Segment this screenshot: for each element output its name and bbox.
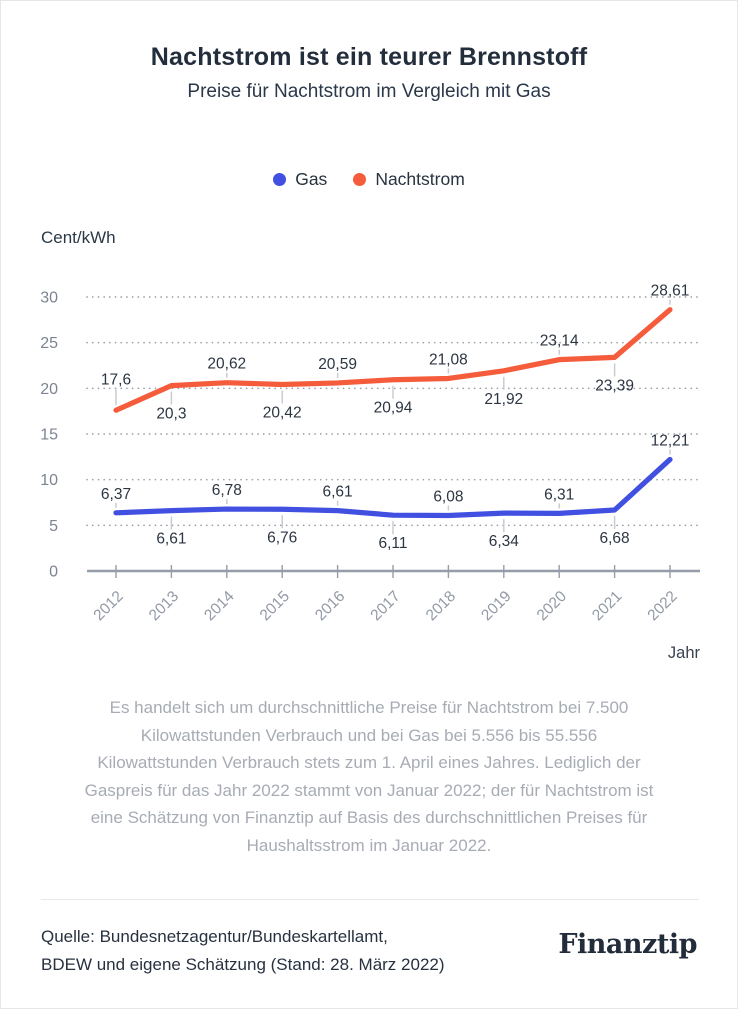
data-label: 6,68 bbox=[600, 530, 630, 547]
nachtstrom-legend-dot-icon bbox=[353, 173, 367, 186]
x-axis-label: 2012 bbox=[90, 588, 126, 624]
data-label: 6,76 bbox=[267, 529, 297, 546]
footnote-line: Gaspreis für das Jahr 2022 stammt von Ja… bbox=[84, 780, 654, 800]
data-label: 20,94 bbox=[374, 400, 413, 417]
x-axis-label: 2018 bbox=[423, 588, 459, 624]
finanztip-logo: Finanztip bbox=[558, 929, 697, 960]
data-label: 20,3 bbox=[156, 406, 186, 423]
y-axis-tick-label: 5 bbox=[49, 518, 58, 535]
footer-divider bbox=[41, 899, 699, 900]
gas-line bbox=[113, 456, 673, 519]
data-label: 21,92 bbox=[484, 391, 523, 408]
y-axis-tick-label: 25 bbox=[40, 335, 58, 352]
data-label: 6,08 bbox=[433, 488, 463, 505]
nachtstrom-line bbox=[113, 307, 673, 413]
data-label: 21,08 bbox=[429, 351, 468, 368]
legend-item-nachtstrom: Nachtstrom bbox=[353, 169, 465, 190]
x-axis-label: 2021 bbox=[589, 588, 625, 624]
y-axis-tick-label: 20 bbox=[40, 381, 58, 398]
data-label: 6,34 bbox=[489, 533, 520, 550]
data-label: 20,62 bbox=[207, 356, 246, 373]
footnote-line: Kilowattstunden Verbrauch und bei Gas be… bbox=[140, 725, 598, 745]
data-label: 23,39 bbox=[595, 377, 634, 394]
data-label: 20,42 bbox=[263, 404, 302, 421]
line-chart: 0 5 10 15 20 25 30 2012 2013 2014 2015 2016 2017 2018… bbox=[40, 283, 701, 662]
data-label: 6,37 bbox=[101, 486, 131, 503]
x-axis-label: 2014 bbox=[201, 588, 238, 625]
y-axis-tick-label: 30 bbox=[40, 290, 58, 307]
y-axis-tick-label: 0 bbox=[49, 564, 58, 581]
data-label: 28,61 bbox=[651, 283, 690, 300]
data-label: 6,61 bbox=[323, 484, 353, 501]
y-axis-unit-label: Cent/kWh bbox=[41, 228, 116, 247]
data-label: 6,11 bbox=[378, 535, 407, 552]
x-axis-title: Jahr bbox=[668, 644, 701, 662]
x-axis-label: 2013 bbox=[146, 588, 182, 624]
legend-item-gas: Gas bbox=[273, 169, 327, 190]
legend-label-gas: Gas bbox=[295, 169, 328, 189]
x-axis-label: 2019 bbox=[478, 588, 514, 624]
x-axis-label: 2022 bbox=[644, 588, 680, 624]
footnote-line: Es handelt sich um durchschnittliche Pre… bbox=[109, 698, 629, 717]
data-label: 20,59 bbox=[318, 356, 357, 373]
data-label: 6,78 bbox=[212, 482, 242, 499]
source-line: BDEW und eigene Schätzung (Stand: 28. Mä… bbox=[41, 955, 445, 974]
data-label: 23,14 bbox=[540, 333, 579, 350]
source-line: Quelle: Bundesnetzagentur/Bundeskartella… bbox=[41, 927, 388, 946]
y-axis-tick-label: 10 bbox=[40, 472, 58, 489]
y-axis-tick-label: 15 bbox=[40, 427, 58, 444]
page-title: Nachtstrom ist ein teurer Brennstoff bbox=[150, 43, 588, 71]
chart-legend: Gas Nachtstrom bbox=[1, 169, 737, 190]
data-label: 17,6 bbox=[101, 371, 131, 388]
x-axis-label: 2020 bbox=[534, 588, 571, 625]
gas-legend-dot-icon bbox=[273, 173, 287, 186]
x-axis-label: 2016 bbox=[312, 588, 348, 624]
data-label: 12,21 bbox=[651, 432, 690, 449]
chart-footnote: Es handelt sich um durchschnittliche Pre… bbox=[1, 694, 737, 859]
footnote-line: Kilowattstunden Verbrauch stets zum 1. A… bbox=[97, 753, 641, 772]
x-axis-label: 2015 bbox=[257, 588, 293, 624]
footnote-line: eine Schätzung von Finanztip auf Basis d… bbox=[90, 808, 648, 827]
page-subtitle: Preise für Nachtstrom im Vergleich mit G… bbox=[187, 81, 551, 102]
x-axis-label: 2017 bbox=[367, 588, 403, 624]
data-label: 6,61 bbox=[156, 531, 186, 548]
footnote-line: Haushaltsstrom im Januar 2022. bbox=[246, 835, 492, 855]
legend-label-nachtstrom: Nachtstrom bbox=[375, 169, 465, 189]
source-attribution: Quelle: Bundesnetzagentur/Bundeskartella… bbox=[41, 923, 445, 979]
data-label: 6,31 bbox=[544, 486, 574, 503]
